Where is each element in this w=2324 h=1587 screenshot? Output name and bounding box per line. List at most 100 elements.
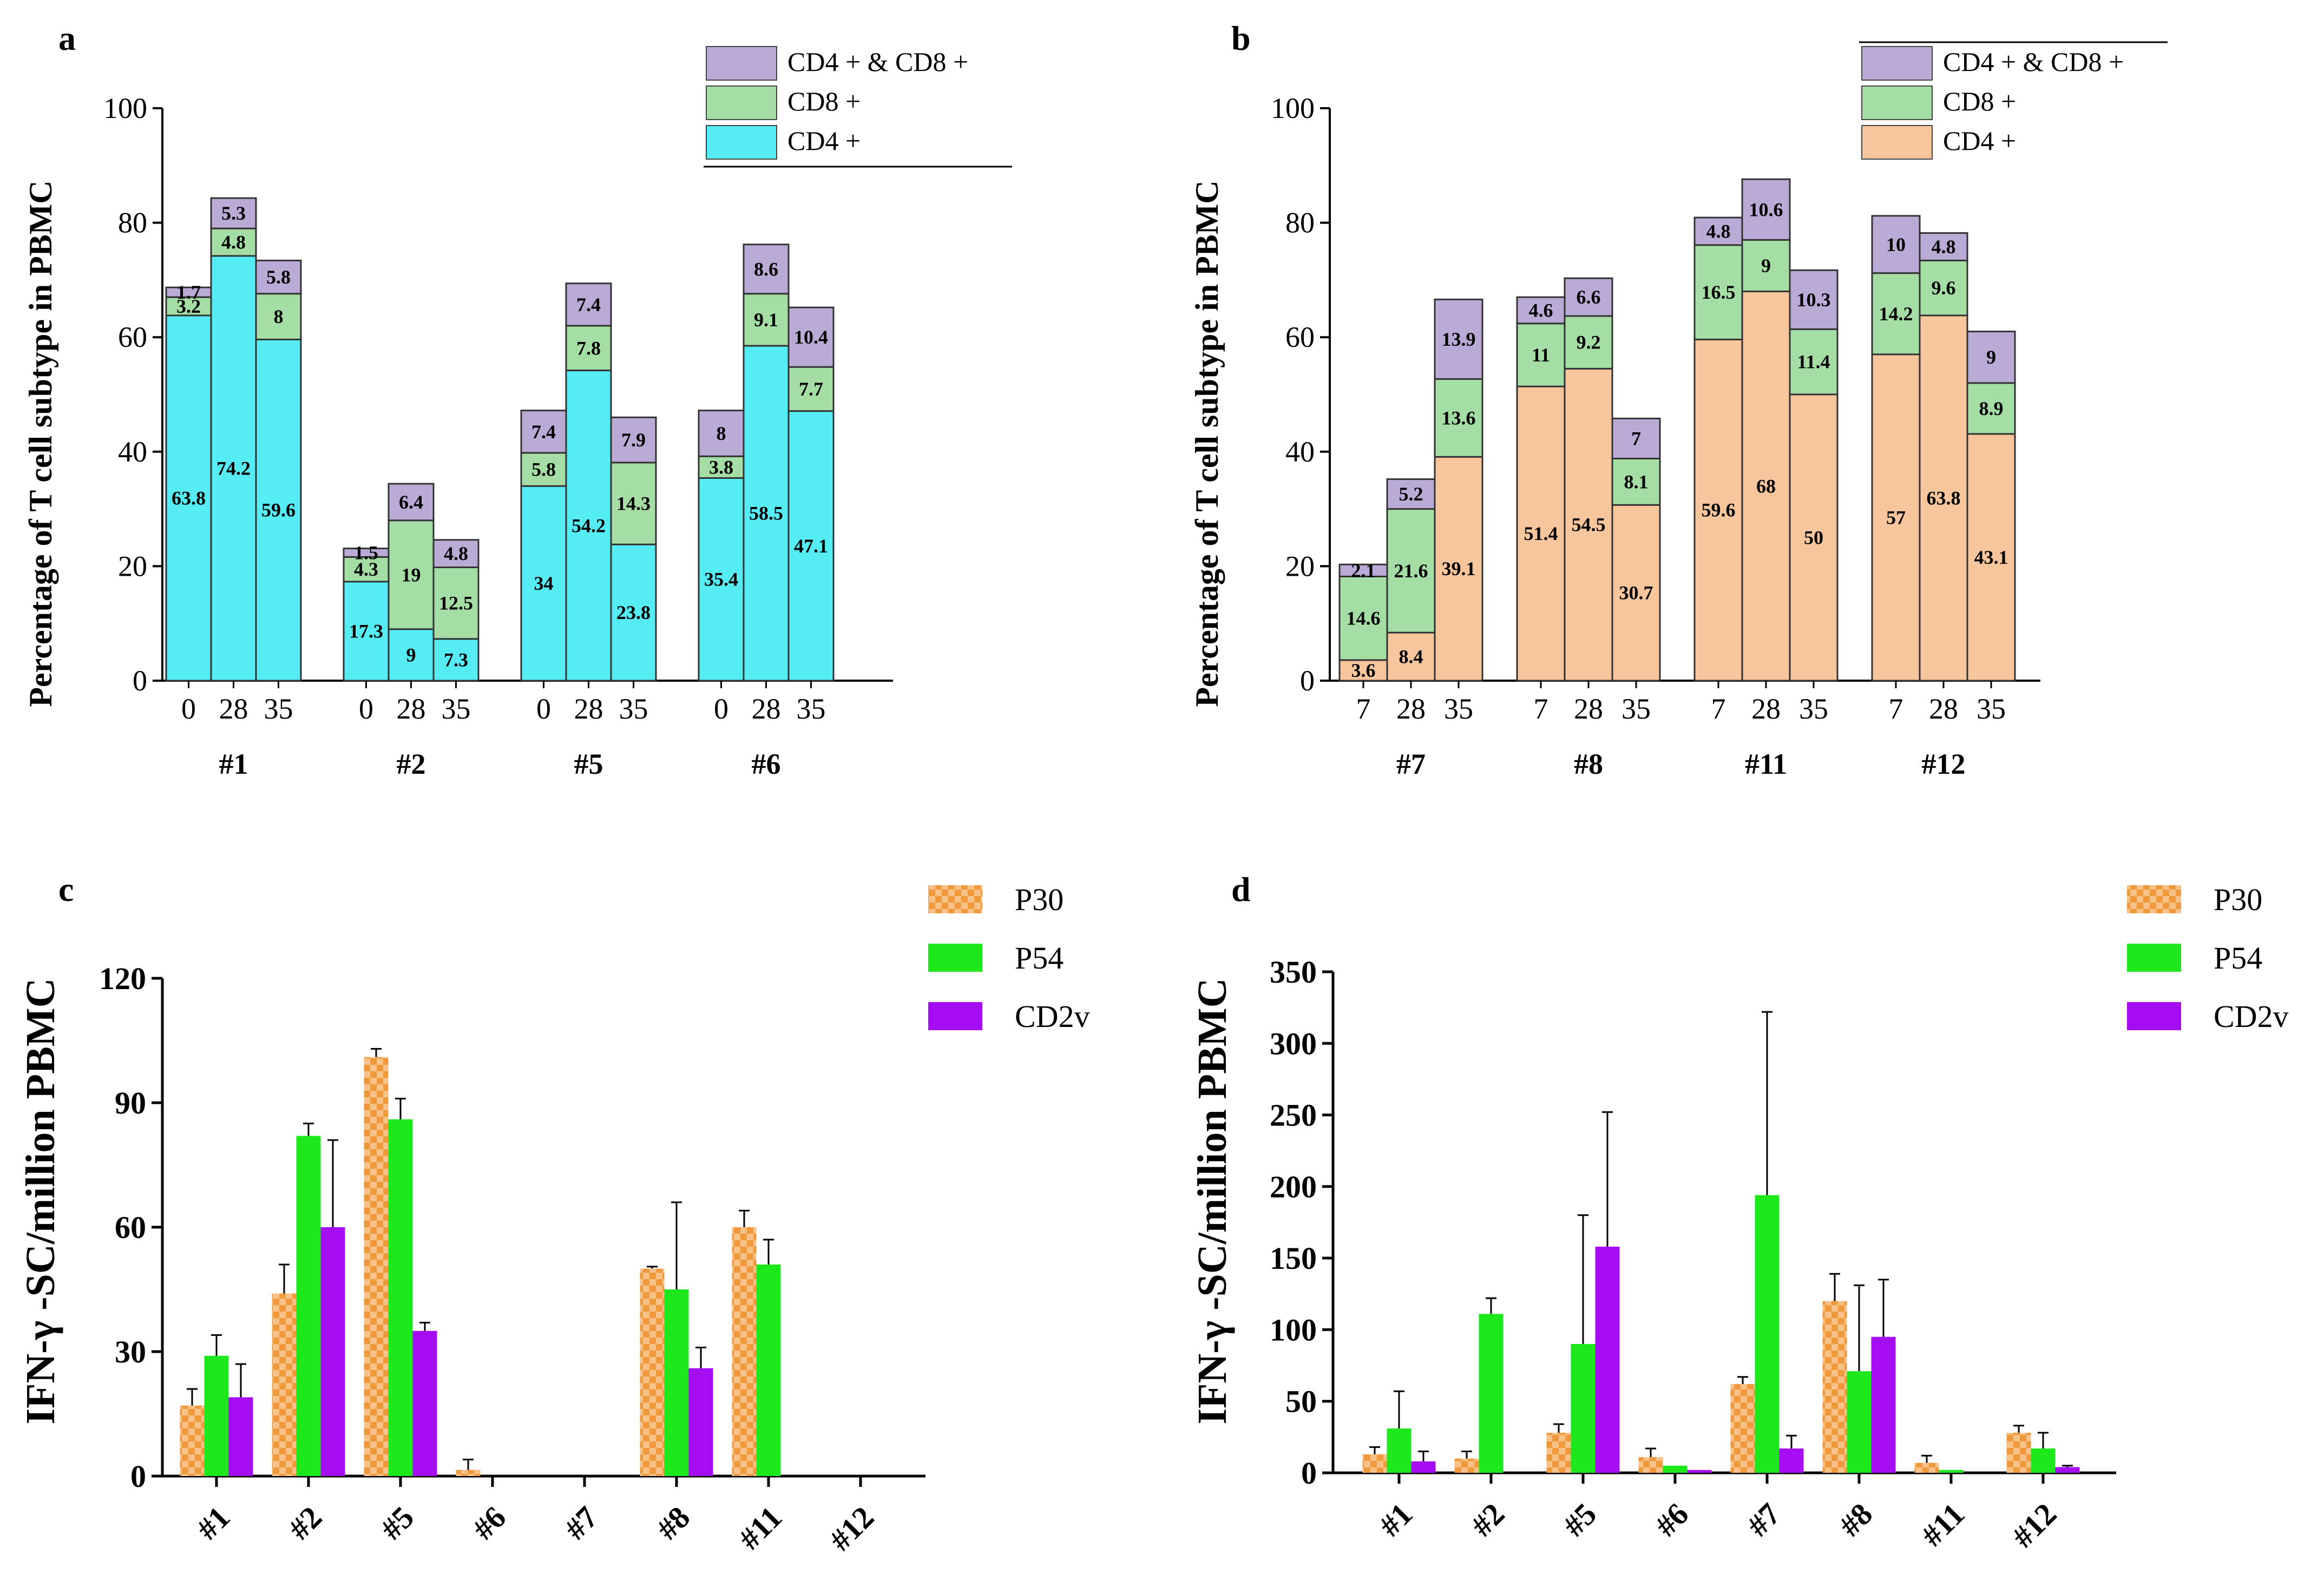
- bar-p30: [180, 1405, 205, 1476]
- y-tick-label: 80: [118, 207, 147, 239]
- y-axis-title-b: Percentage of T cell subtype in PBMC: [1189, 180, 1225, 707]
- segment-value-label: 13.6: [1442, 407, 1476, 429]
- y-tick-label: 60: [1285, 321, 1315, 353]
- stack-segment-cd8: [787, 366, 835, 412]
- segment-value-label: 9.6: [1932, 277, 1956, 299]
- segment-value-label: 4.8: [1706, 220, 1731, 242]
- stack-segment-cd4: [432, 638, 480, 682]
- group-label: #2: [397, 748, 426, 780]
- legend-label-cd4: CD4 +: [1943, 126, 2016, 156]
- stack-segment-cd4: [610, 543, 657, 682]
- bar-p54: [2031, 1448, 2056, 1473]
- bar-cd2v: [1595, 1246, 1620, 1473]
- x-tick-label-day: 7: [1356, 693, 1371, 725]
- x-tick-label-day: 28: [1574, 693, 1603, 725]
- segment-value-label: 9.2: [1577, 332, 1601, 353]
- segment-value-label: 63.8: [1927, 487, 1961, 509]
- segment-value-label: 9: [1761, 255, 1771, 276]
- segment-value-label: 4.8: [1932, 236, 1956, 258]
- stack-segment-cd4: [1434, 456, 1483, 682]
- x-tick-label-day: 35: [619, 693, 648, 725]
- y-tick-label: 100: [1271, 92, 1315, 124]
- panel-a-stacked-chart: 02040608010063.83.21.7074.24.85.32859.68…: [103, 46, 1012, 780]
- segment-value-label: 1.7: [176, 281, 201, 303]
- x-tick-label-day: 35: [797, 693, 826, 725]
- panel-letter-a: a: [58, 19, 76, 57]
- panel-letter-d: d: [1231, 870, 1251, 908]
- bar-p30: [1362, 1454, 1387, 1473]
- segment-value-label: 8.9: [1979, 398, 2004, 419]
- segment-value-label: 47.1: [794, 535, 828, 557]
- bar-p30: [1638, 1457, 1663, 1473]
- segment-value-label: 7.3: [444, 649, 468, 670]
- segment-value-label: 8.6: [754, 258, 778, 280]
- segment-value-label: 3.2: [176, 295, 201, 317]
- bar-p54: [664, 1289, 689, 1476]
- bar-p30: [1822, 1301, 1847, 1473]
- bar-p30: [2006, 1432, 2031, 1473]
- x-category-label: #6: [1648, 1496, 1695, 1543]
- x-tick-label-day: 0: [181, 693, 196, 725]
- bar-p30: [1546, 1432, 1571, 1473]
- segment-value-label: 9.1: [754, 309, 778, 331]
- segment-value-label: 7: [1631, 427, 1641, 449]
- bar-p54: [204, 1355, 229, 1476]
- segment-value-label: 19: [402, 564, 421, 585]
- bar-cd2v: [1411, 1461, 1436, 1473]
- segment-value-label: 7.4: [531, 421, 556, 443]
- stack-segment-cd8: [565, 325, 612, 372]
- x-tick-label-day: 28: [574, 693, 603, 725]
- legend-swatch-p30: [2127, 885, 2181, 913]
- stack-segment-dp: [432, 539, 480, 569]
- y-tick-label: 60: [115, 1210, 146, 1245]
- group-label: #5: [574, 748, 603, 780]
- segment-value-label: 7.9: [621, 429, 646, 451]
- x-tick-label-day: 0: [536, 693, 551, 725]
- y-tick-label: 100: [103, 92, 147, 124]
- bar-p54: [1847, 1371, 1872, 1473]
- bar-p30: [456, 1470, 481, 1476]
- y-tick-label: 350: [1270, 954, 1317, 990]
- x-category-label: #6: [465, 1499, 513, 1546]
- x-tick-label-day: 28: [397, 693, 426, 725]
- segment-value-label: 59.6: [1702, 499, 1736, 521]
- x-tick-label-day: 35: [1621, 693, 1651, 725]
- y-tick-label: 0: [133, 664, 147, 697]
- bar-cd2v: [1687, 1470, 1712, 1473]
- stack-segment-cd8: [210, 227, 257, 257]
- legend-label-cd8: CD8 +: [787, 86, 861, 116]
- segment-value-label: 57: [1886, 506, 1906, 528]
- segment-value-label: 12.5: [439, 592, 473, 614]
- x-category-label: #2: [1464, 1496, 1511, 1543]
- bar-p54: [756, 1265, 781, 1476]
- stack-segment-cd4: [520, 485, 567, 682]
- bar-p30: [640, 1268, 665, 1476]
- legend-swatch-dp: [1861, 46, 1933, 81]
- bar-p54: [296, 1136, 321, 1476]
- legend-label-dp: CD4 + & CD8 +: [787, 47, 968, 77]
- legend-label-dp: CD4 + & CD8 +: [1943, 47, 2124, 77]
- segment-value-label: 3.8: [709, 456, 733, 478]
- panel-letter-b: b: [1231, 19, 1251, 57]
- x-category-label: #5: [1556, 1496, 1603, 1543]
- y-tick-label: 200: [1270, 1169, 1317, 1204]
- panel-b-stacked-chart: 0 20 40 60 80 100 3.6 14.6 2.1 7 8.4 21.6 5.2 28 39.1 1…: [1271, 41, 2168, 780]
- segment-value-label: 16.5: [1702, 281, 1736, 303]
- segment-value-label: 4.3: [354, 558, 378, 580]
- segment-value-label: 10: [1886, 234, 1906, 255]
- stack-segment-cd8: [1789, 328, 1839, 396]
- segment-value-label: 5.8: [266, 266, 291, 288]
- bar-p54: [1387, 1428, 1412, 1473]
- bar-p30: [1730, 1384, 1755, 1473]
- x-category-label: #1: [189, 1499, 237, 1546]
- y-tick-label: 90: [115, 1085, 146, 1121]
- legend-label-p30: P30: [2214, 882, 2262, 917]
- x-tick-label-day: 0: [714, 693, 728, 725]
- stack-segment-dp: [210, 197, 257, 229]
- legend-label-p54: P54: [1015, 940, 1063, 976]
- bar-p30: [1914, 1463, 1939, 1473]
- x-category-label: #11: [1914, 1496, 1971, 1553]
- legend-swatch-p30: [928, 885, 982, 913]
- x-tick-label-day: 28: [752, 693, 781, 725]
- bar-p30: [1454, 1458, 1479, 1473]
